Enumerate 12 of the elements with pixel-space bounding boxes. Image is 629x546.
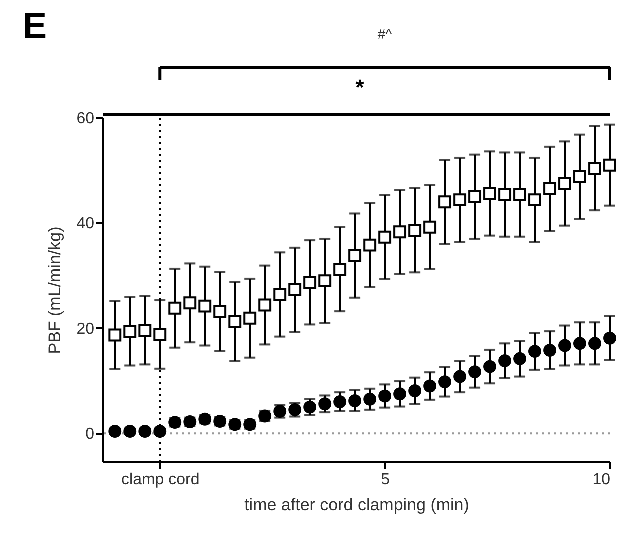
text: * — [356, 75, 365, 100]
y-axis-title: PBF (mL/min/kg) — [46, 226, 65, 354]
text: E — [22, 5, 48, 46]
y-tick-label: 0 — [86, 426, 95, 444]
x-tick-label: 10 — [592, 472, 611, 488]
x-tick-label: clamp cord — [122, 472, 200, 488]
y-tick-label: 40 — [76, 216, 95, 233]
x-axis-title: time after cord clamping (min) — [244, 496, 470, 514]
text: #^ — [378, 26, 393, 42]
x-tick-label: 5 — [381, 472, 390, 488]
y-tick-label: 20 — [76, 320, 95, 338]
y-tick-label: 60 — [76, 110, 95, 128]
